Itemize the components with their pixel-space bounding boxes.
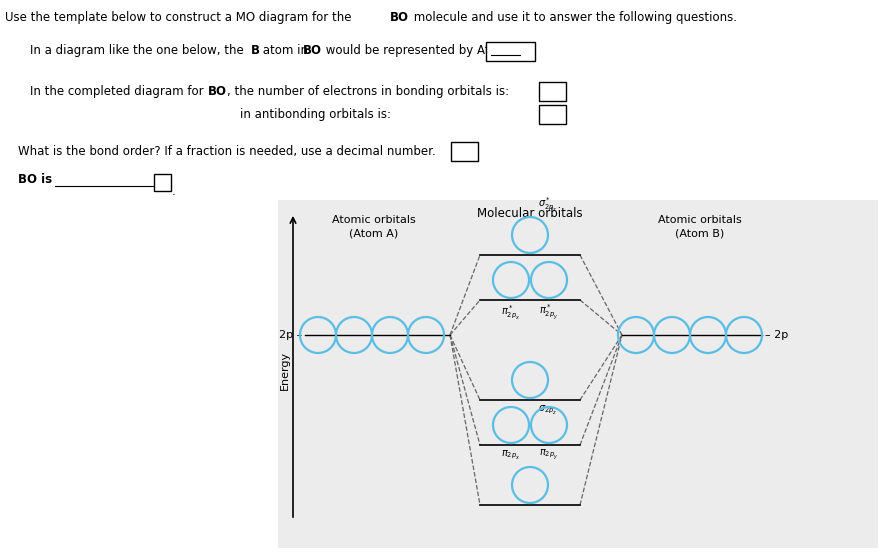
FancyBboxPatch shape [451, 141, 478, 161]
FancyBboxPatch shape [539, 81, 566, 100]
Text: ▲: ▲ [156, 175, 160, 180]
Text: – 2p: – 2p [764, 330, 788, 340]
Text: BO is: BO is [18, 173, 52, 186]
Text: $\pi_{2p_y}$: $\pi_{2p_y}$ [539, 448, 558, 462]
Text: ▲: ▲ [524, 43, 529, 49]
Text: What is the bond order? If a fraction is needed, use a decimal number.: What is the bond order? If a fraction is… [18, 145, 435, 158]
Text: Atomic orbitals: Atomic orbitals [331, 215, 416, 225]
Text: Use the template below to construct a MO diagram for the: Use the template below to construct a MO… [5, 11, 355, 24]
FancyBboxPatch shape [539, 105, 566, 124]
Text: $\sigma^*_{2p_z}$: $\sigma^*_{2p_z}$ [538, 195, 556, 213]
Text: BO: BO [207, 85, 227, 98]
Text: BO: BO [390, 11, 408, 24]
Text: In a diagram like the one below, the: In a diagram like the one below, the [30, 44, 247, 57]
Text: ▼: ▼ [156, 182, 160, 187]
Text: molecule and use it to answer the following questions.: molecule and use it to answer the follow… [409, 11, 736, 24]
Text: Atomic orbitals: Atomic orbitals [657, 215, 741, 225]
Text: , the number of electrons in bonding orbitals is:: , the number of electrons in bonding orb… [227, 85, 509, 98]
FancyBboxPatch shape [486, 42, 535, 60]
Text: In the completed diagram for: In the completed diagram for [30, 85, 207, 98]
FancyBboxPatch shape [277, 200, 877, 548]
Text: Energy: Energy [280, 351, 290, 389]
Text: would be represented by Atom: would be represented by Atom [322, 44, 508, 57]
Text: $\sigma_{2p_z}$: $\sigma_{2p_z}$ [538, 403, 556, 416]
Text: ▼: ▼ [524, 51, 529, 57]
Text: B: B [251, 44, 260, 57]
Text: $\pi_{2p_x}$: $\pi_{2p_x}$ [501, 448, 520, 461]
Text: (Atom B): (Atom B) [674, 228, 724, 238]
Text: BO: BO [303, 44, 322, 57]
Text: atom in: atom in [259, 44, 311, 57]
Text: in antibonding orbitals is:: in antibonding orbitals is: [240, 108, 391, 121]
Text: 2p –: 2p – [278, 330, 301, 340]
FancyBboxPatch shape [154, 173, 171, 191]
Text: .: . [172, 185, 175, 198]
Text: (Atom A): (Atom A) [349, 228, 398, 238]
Text: Molecular orbitals: Molecular orbitals [477, 207, 582, 220]
Text: $\pi^*_{2p_x}$: $\pi^*_{2p_x}$ [501, 303, 520, 321]
Text: $\pi^*_{2p_y}$: $\pi^*_{2p_y}$ [539, 303, 558, 322]
